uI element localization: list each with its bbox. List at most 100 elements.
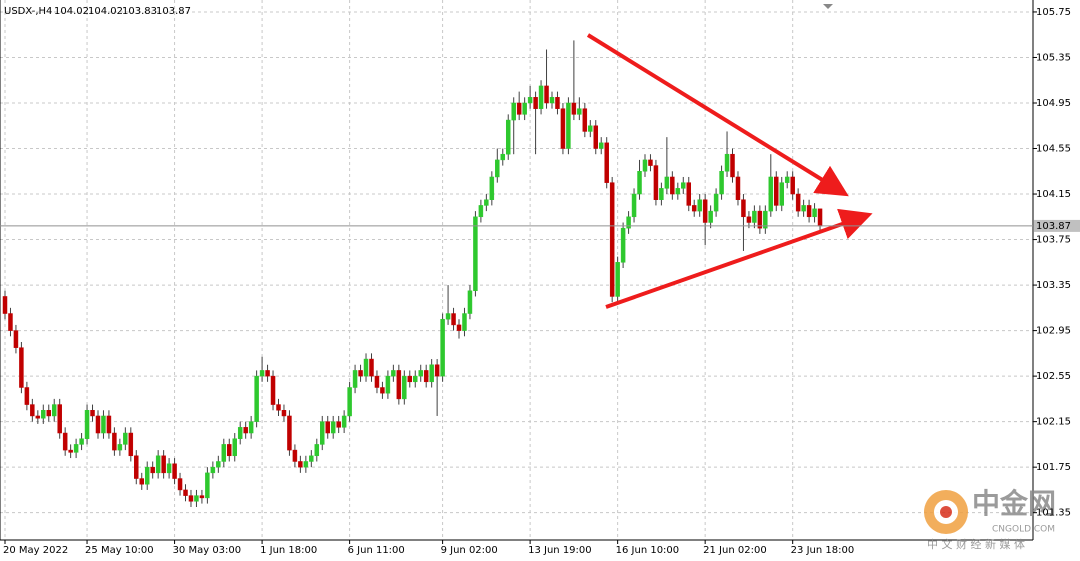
candle-body bbox=[117, 444, 123, 451]
candle-body bbox=[259, 370, 265, 377]
candle-body bbox=[380, 387, 385, 394]
candle-body bbox=[62, 432, 68, 451]
y-tick-label: 102.55 bbox=[1036, 371, 1071, 382]
candle-body bbox=[292, 449, 298, 462]
low-value: 103.83 bbox=[122, 6, 157, 17]
candle-body bbox=[675, 188, 681, 195]
candle-body bbox=[205, 472, 210, 499]
candle-body bbox=[555, 97, 560, 109]
candle-body bbox=[128, 432, 134, 457]
candle-body bbox=[774, 176, 779, 206]
candle-body bbox=[183, 489, 188, 496]
candle-body bbox=[363, 358, 369, 377]
candle-body bbox=[484, 199, 489, 206]
candle-body bbox=[495, 159, 500, 178]
candle-body bbox=[19, 347, 24, 388]
candle-body bbox=[752, 210, 757, 223]
candle-body bbox=[232, 438, 237, 457]
candle-body bbox=[8, 313, 13, 331]
candles bbox=[2, 40, 823, 507]
candle-body bbox=[637, 171, 642, 195]
candle-body bbox=[35, 415, 41, 419]
candle-body bbox=[702, 199, 708, 223]
candle-body bbox=[566, 102, 571, 149]
open-value: 104.02 bbox=[54, 6, 89, 17]
shift-marker bbox=[823, 4, 833, 9]
price-label-box bbox=[1034, 219, 1080, 232]
candle-body bbox=[620, 227, 626, 263]
candle-body bbox=[336, 421, 341, 428]
candle-body bbox=[369, 358, 374, 377]
candle-body bbox=[13, 330, 19, 348]
candle-body bbox=[276, 404, 281, 411]
candle-body bbox=[90, 410, 95, 417]
candle-body bbox=[681, 182, 686, 189]
candle-body bbox=[478, 205, 484, 218]
watermark-brand: 中金网 bbox=[972, 487, 1056, 520]
candle-body bbox=[320, 421, 325, 445]
x-tick-label: 6 Jun 11:00 bbox=[348, 545, 405, 556]
candle-body bbox=[790, 176, 795, 195]
candle-body bbox=[248, 421, 254, 434]
candle-body bbox=[801, 205, 806, 212]
candle-body bbox=[2, 296, 8, 314]
candle-body bbox=[784, 176, 790, 183]
high-value: 104.02 bbox=[88, 6, 123, 17]
candle-body bbox=[287, 415, 292, 451]
candle-body bbox=[724, 153, 730, 172]
lower-trend-arrow bbox=[605, 208, 873, 309]
candle-body bbox=[144, 466, 150, 485]
candle-body bbox=[194, 495, 199, 502]
candle-body bbox=[391, 370, 396, 377]
candle-body bbox=[199, 495, 205, 499]
candle-body bbox=[402, 375, 407, 400]
candle-body bbox=[281, 410, 287, 417]
candle-body bbox=[270, 375, 276, 405]
candle-body bbox=[434, 364, 440, 377]
upper-trend-arrow bbox=[586, 33, 849, 197]
candle-body bbox=[593, 125, 599, 149]
candle-body bbox=[150, 466, 155, 474]
y-tick-label: 102.95 bbox=[1036, 326, 1071, 337]
candle-body bbox=[237, 427, 243, 439]
symbol: USDX-,H4 bbox=[4, 6, 52, 17]
candle-body bbox=[817, 208, 823, 227]
y-tick-label: 104.55 bbox=[1036, 144, 1071, 155]
candle-body bbox=[577, 108, 582, 115]
candle-body bbox=[719, 171, 724, 195]
candle-body bbox=[303, 461, 309, 468]
candle-body bbox=[41, 410, 46, 419]
x-tick-label: 20 May 2022 bbox=[3, 545, 68, 556]
candle-body bbox=[473, 216, 478, 292]
y-tick-label: 103.75 bbox=[1036, 235, 1071, 246]
candle-body bbox=[588, 125, 593, 132]
candle-body bbox=[670, 176, 675, 195]
candle-body bbox=[330, 421, 336, 434]
candle-body bbox=[413, 375, 418, 383]
candle-body bbox=[615, 262, 620, 297]
candle-body bbox=[440, 318, 445, 377]
candle-body bbox=[177, 478, 183, 491]
candle-body bbox=[768, 176, 774, 212]
candle-body bbox=[347, 387, 352, 417]
candle-body bbox=[298, 461, 303, 468]
candle-body bbox=[166, 463, 172, 474]
y-tick-label: 105.75 bbox=[1036, 7, 1071, 18]
candle-body bbox=[309, 455, 314, 462]
candle-body bbox=[51, 404, 57, 417]
candle-body bbox=[571, 102, 577, 115]
x-tick-label: 9 Jun 02:00 bbox=[441, 545, 498, 556]
candle-body bbox=[538, 85, 544, 109]
candle-body bbox=[779, 182, 784, 206]
y-tick-label: 103.35 bbox=[1036, 280, 1071, 291]
watermark-slogan: 中 文 财 经 新 媒 体 bbox=[927, 537, 1025, 551]
y-tick-label: 104.15 bbox=[1036, 189, 1071, 200]
candle-body bbox=[139, 478, 144, 485]
candle-body bbox=[544, 85, 549, 104]
candle-body bbox=[648, 159, 653, 166]
candle-body bbox=[172, 463, 177, 479]
x-tick-label: 1 Jun 18:00 bbox=[260, 545, 317, 556]
candle-body bbox=[549, 97, 555, 104]
